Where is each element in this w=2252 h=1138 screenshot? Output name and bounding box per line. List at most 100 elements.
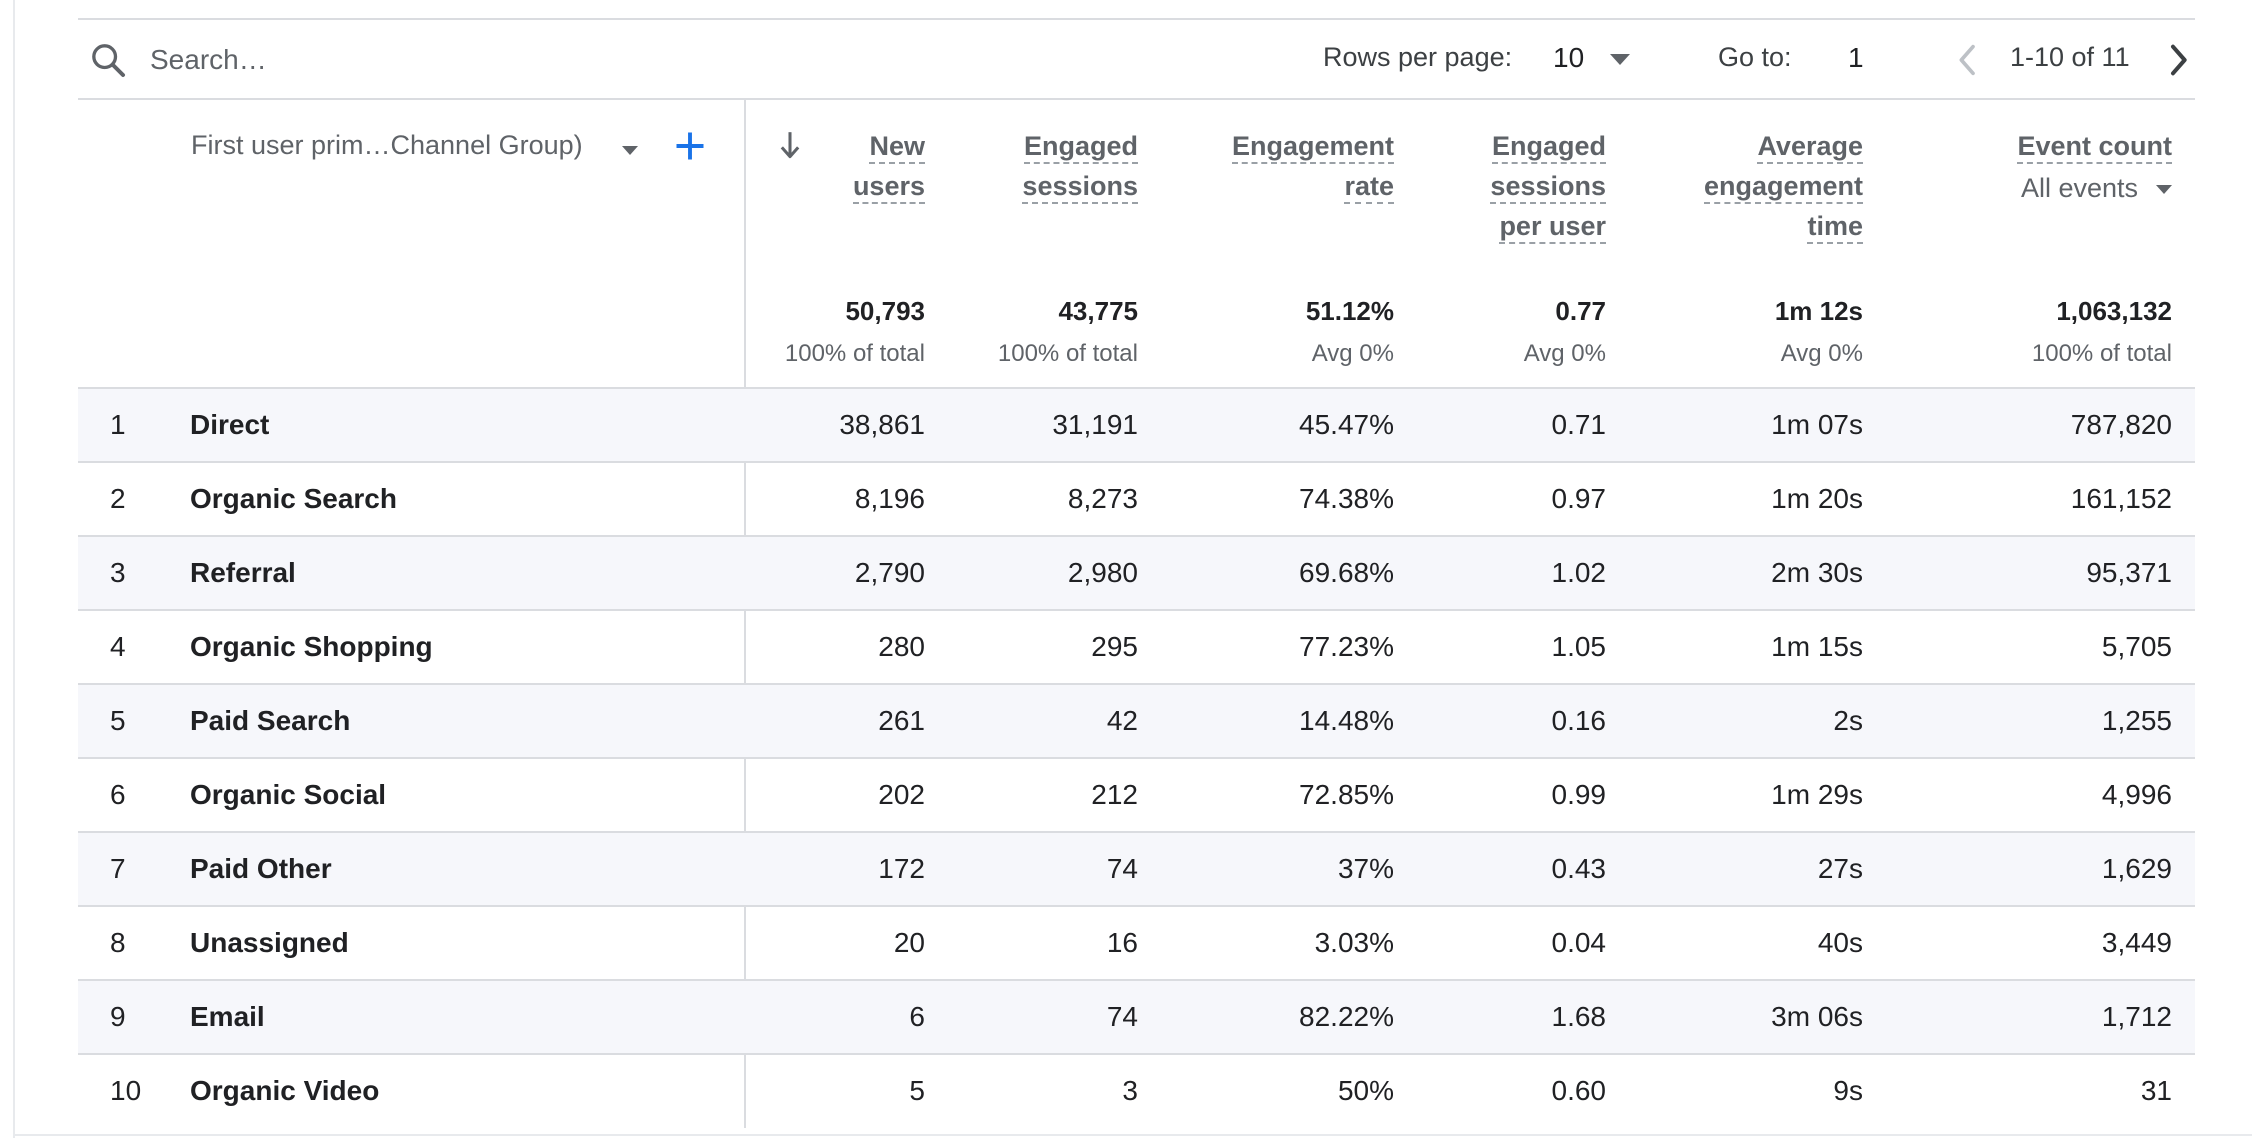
metric-cell: 1,255 (2101, 705, 2172, 736)
dimension-column-divider (744, 100, 746, 1128)
channel-name[interactable]: Direct (190, 409, 270, 440)
row-index: 1 (110, 409, 126, 440)
rows-per-page-select[interactable]: 10 (1553, 42, 1585, 73)
metric-cell: 95,371 (2086, 557, 2172, 588)
column-header-engaged-sessions[interactable]: Engaged sessions (1022, 126, 1138, 206)
search-icon (92, 44, 125, 77)
chevron-right-icon[interactable] (2158, 38, 2198, 82)
metric-cell: 295 (1091, 631, 1138, 662)
total-value: 0.77 (1555, 296, 1606, 326)
metric-cell: 280 (878, 631, 925, 662)
caret-down-icon[interactable] (622, 146, 638, 155)
channel-name[interactable]: Organic Shopping (190, 631, 433, 662)
column-header-engaged-sessions-per-user[interactable]: Engaged sessions per user (1490, 126, 1606, 246)
channel-name[interactable]: Email (190, 1001, 265, 1032)
total-subtext: Avg 0% (1780, 340, 1863, 367)
toolbar-divider (78, 98, 2195, 100)
metric-cell: 1m 29s (1771, 779, 1863, 810)
header-divider (78, 387, 2195, 389)
row-index: 4 (110, 631, 126, 662)
channel-name[interactable]: Organic Search (190, 483, 397, 514)
metric-cell: 74 (1106, 1001, 1138, 1032)
table-row[interactable]: 7 Paid Other 172 74 37% 0.43 27s 1,629 (78, 833, 2195, 907)
report-table-card: Rows per page: 10 Go to: 1 1-10 of 11 Fi… (78, 0, 2195, 1138)
column-header-engagement-rate[interactable]: Engagement rate (1231, 126, 1394, 206)
dimension-selector[interactable]: First user prim…Channel Group) (191, 130, 583, 160)
metric-cell: 212 (1091, 779, 1138, 810)
table-row[interactable]: 3 Referral 2,790 2,980 69.68% 1.02 2m 30s 95,37… (78, 537, 2195, 611)
metric-cell: 16 (1106, 927, 1138, 958)
metric-cell: 31,191 (1052, 409, 1138, 440)
channel-name[interactable]: Paid Search (190, 705, 351, 736)
add-dimension-icon[interactable] (672, 128, 708, 164)
column-header-event-count[interactable]: Event count All events (2017, 126, 2172, 208)
table-row[interactable]: 5 Paid Search 261 42 14.48% 0.16 2s 1,255 (78, 685, 2195, 759)
column-header-average-engagement-time[interactable]: Average engagement time (1703, 126, 1863, 246)
table-row[interactable]: 9 Email 6 74 82.22% 1.68 3m 06s 1,712 (78, 981, 2195, 1055)
table-row[interactable]: 1 Direct 38,861 31,191 45.47% 0.71 1m 07s 787,8… (78, 389, 2195, 463)
channel-name[interactable]: Organic Video (190, 1075, 380, 1106)
channel-name[interactable]: Organic Social (190, 779, 387, 810)
metric-cell: 72.85% (1299, 779, 1394, 810)
metric-cell: 1,712 (2101, 1001, 2172, 1032)
metric-cell: 2,790 (854, 557, 925, 588)
metric-cell: 0.16 (1551, 705, 1607, 736)
caret-down-icon[interactable] (1610, 54, 1630, 65)
total-value: 1m 12s (1774, 296, 1863, 326)
channel-name[interactable]: Paid Other (190, 853, 332, 884)
metric-cell: 31 (2140, 1075, 2172, 1106)
metric-cell: 0.97 (1551, 483, 1607, 514)
row-index: 7 (110, 853, 126, 884)
metric-cell: 1.02 (1551, 557, 1607, 588)
goto-page-input[interactable]: 1 (1848, 42, 1864, 73)
total-value: 51.12% (1305, 296, 1394, 326)
page-left-border (13, 0, 15, 1138)
metric-cell: 1m 20s (1771, 483, 1863, 514)
chevron-left-icon[interactable] (1948, 38, 1988, 82)
table-body: 1 Direct 38,861 31,191 45.47% 0.71 1m 07s 787,8… (78, 389, 2195, 1129)
metric-cell: 74.38% (1299, 483, 1394, 514)
metric-cell: 6 (909, 1001, 925, 1032)
metric-cell: 202 (878, 779, 925, 810)
metric-cell: 69.68% (1299, 557, 1394, 588)
metric-cell: 74 (1106, 853, 1138, 884)
total-subtext: 100% of total (2031, 340, 2172, 367)
row-index: 6 (110, 779, 126, 810)
metric-cell: 77.23% (1299, 631, 1394, 662)
caret-down-icon[interactable] (2156, 185, 2172, 195)
column-header-new-users[interactable]: New users (852, 126, 925, 206)
metric-cell: 1m 15s (1771, 631, 1863, 662)
total-value: 43,775 (1058, 296, 1138, 326)
metric-cell: 0.04 (1551, 927, 1607, 958)
metric-cell: 45.47% (1299, 409, 1394, 440)
table-row[interactable]: 6 Organic Social 202 212 72.85% 0.99 1m 29s 4,9… (78, 759, 2195, 833)
metric-cell: 3 (1122, 1075, 1138, 1106)
total-subtext: Avg 0% (1311, 340, 1394, 367)
metric-cell: 0.60 (1551, 1075, 1607, 1106)
metric-cell: 5 (909, 1075, 925, 1106)
metric-cell: 0.43 (1551, 853, 1607, 884)
channel-name[interactable]: Unassigned (190, 927, 349, 958)
row-index: 9 (110, 1001, 126, 1032)
row-index: 8 (110, 927, 126, 958)
table-row[interactable]: 8 Unassigned 20 16 3.03% 0.04 40s 3,449 (78, 907, 2195, 981)
metric-cell: 37% (1337, 853, 1394, 884)
metric-cell: 172 (878, 853, 925, 884)
metric-cell: 2m 30s (1771, 557, 1863, 588)
table-row[interactable]: 4 Organic Shopping 280 295 77.23% 1.05 1m 15s 5… (78, 611, 2195, 685)
metric-cell: 38,861 (839, 409, 925, 440)
channel-name[interactable]: Referral (190, 557, 296, 588)
metric-cell: 27s (1817, 853, 1863, 884)
sort-descending-icon[interactable] (776, 128, 804, 162)
goto-label: Go to: (1718, 42, 1792, 72)
metric-cell: 161,152 (2070, 483, 2172, 514)
event-filter-select[interactable]: All events (2017, 168, 2172, 208)
search-input[interactable] (150, 38, 670, 82)
row-index: 10 (110, 1075, 142, 1106)
metric-cell: 3.03% (1314, 927, 1394, 958)
metric-cell: 40s (1817, 927, 1863, 958)
table-row[interactable]: 10 Organic Video 5 3 50% 0.60 9s 31 (78, 1055, 2195, 1129)
total-value: 50,793 (845, 296, 925, 326)
metric-cell: 8,273 (1067, 483, 1138, 514)
table-row[interactable]: 2 Organic Search 8,196 8,273 74.38% 0.97 1m 20… (78, 463, 2195, 537)
